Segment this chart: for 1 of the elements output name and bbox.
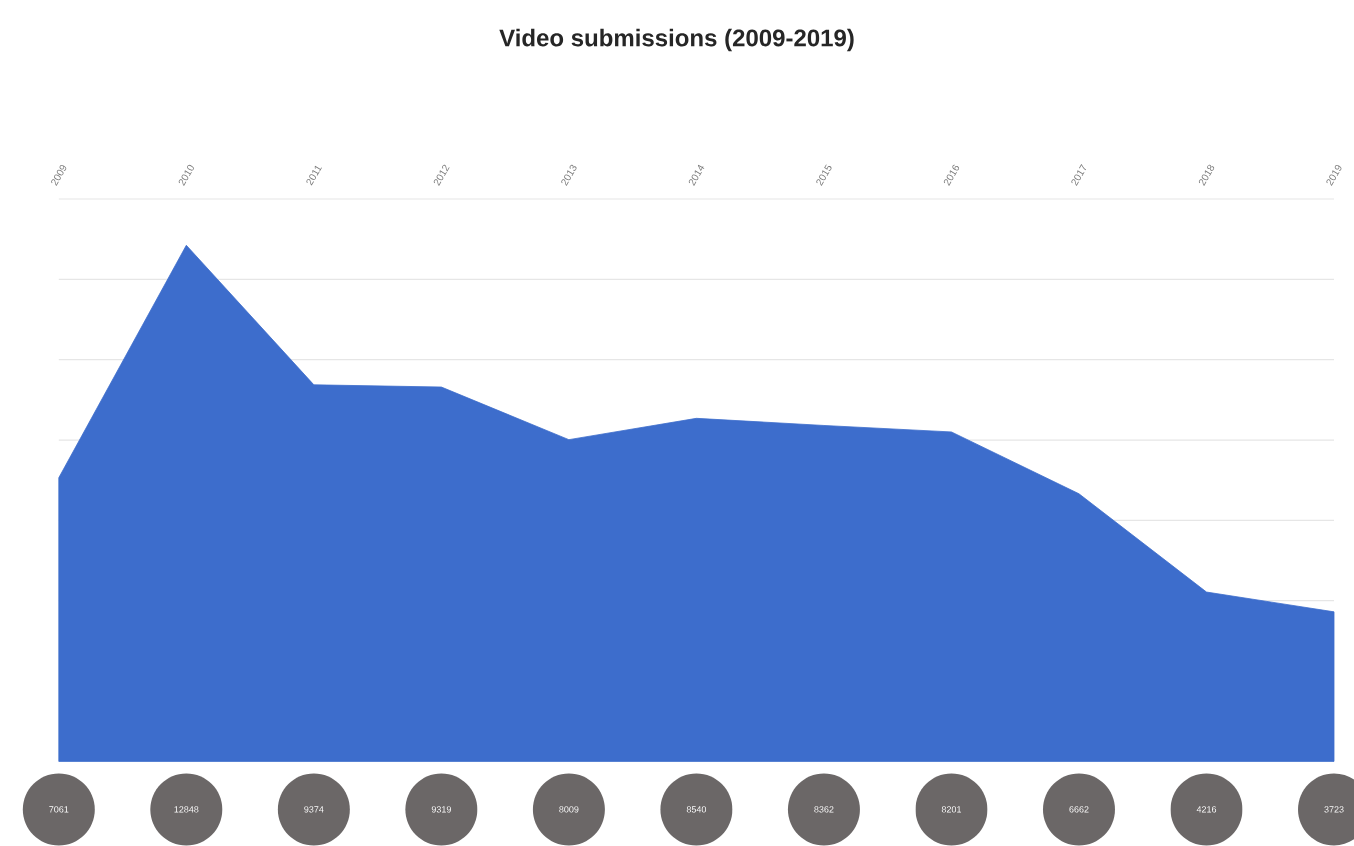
chart-title: Video submissions (2009-2019) bbox=[499, 28, 854, 52]
